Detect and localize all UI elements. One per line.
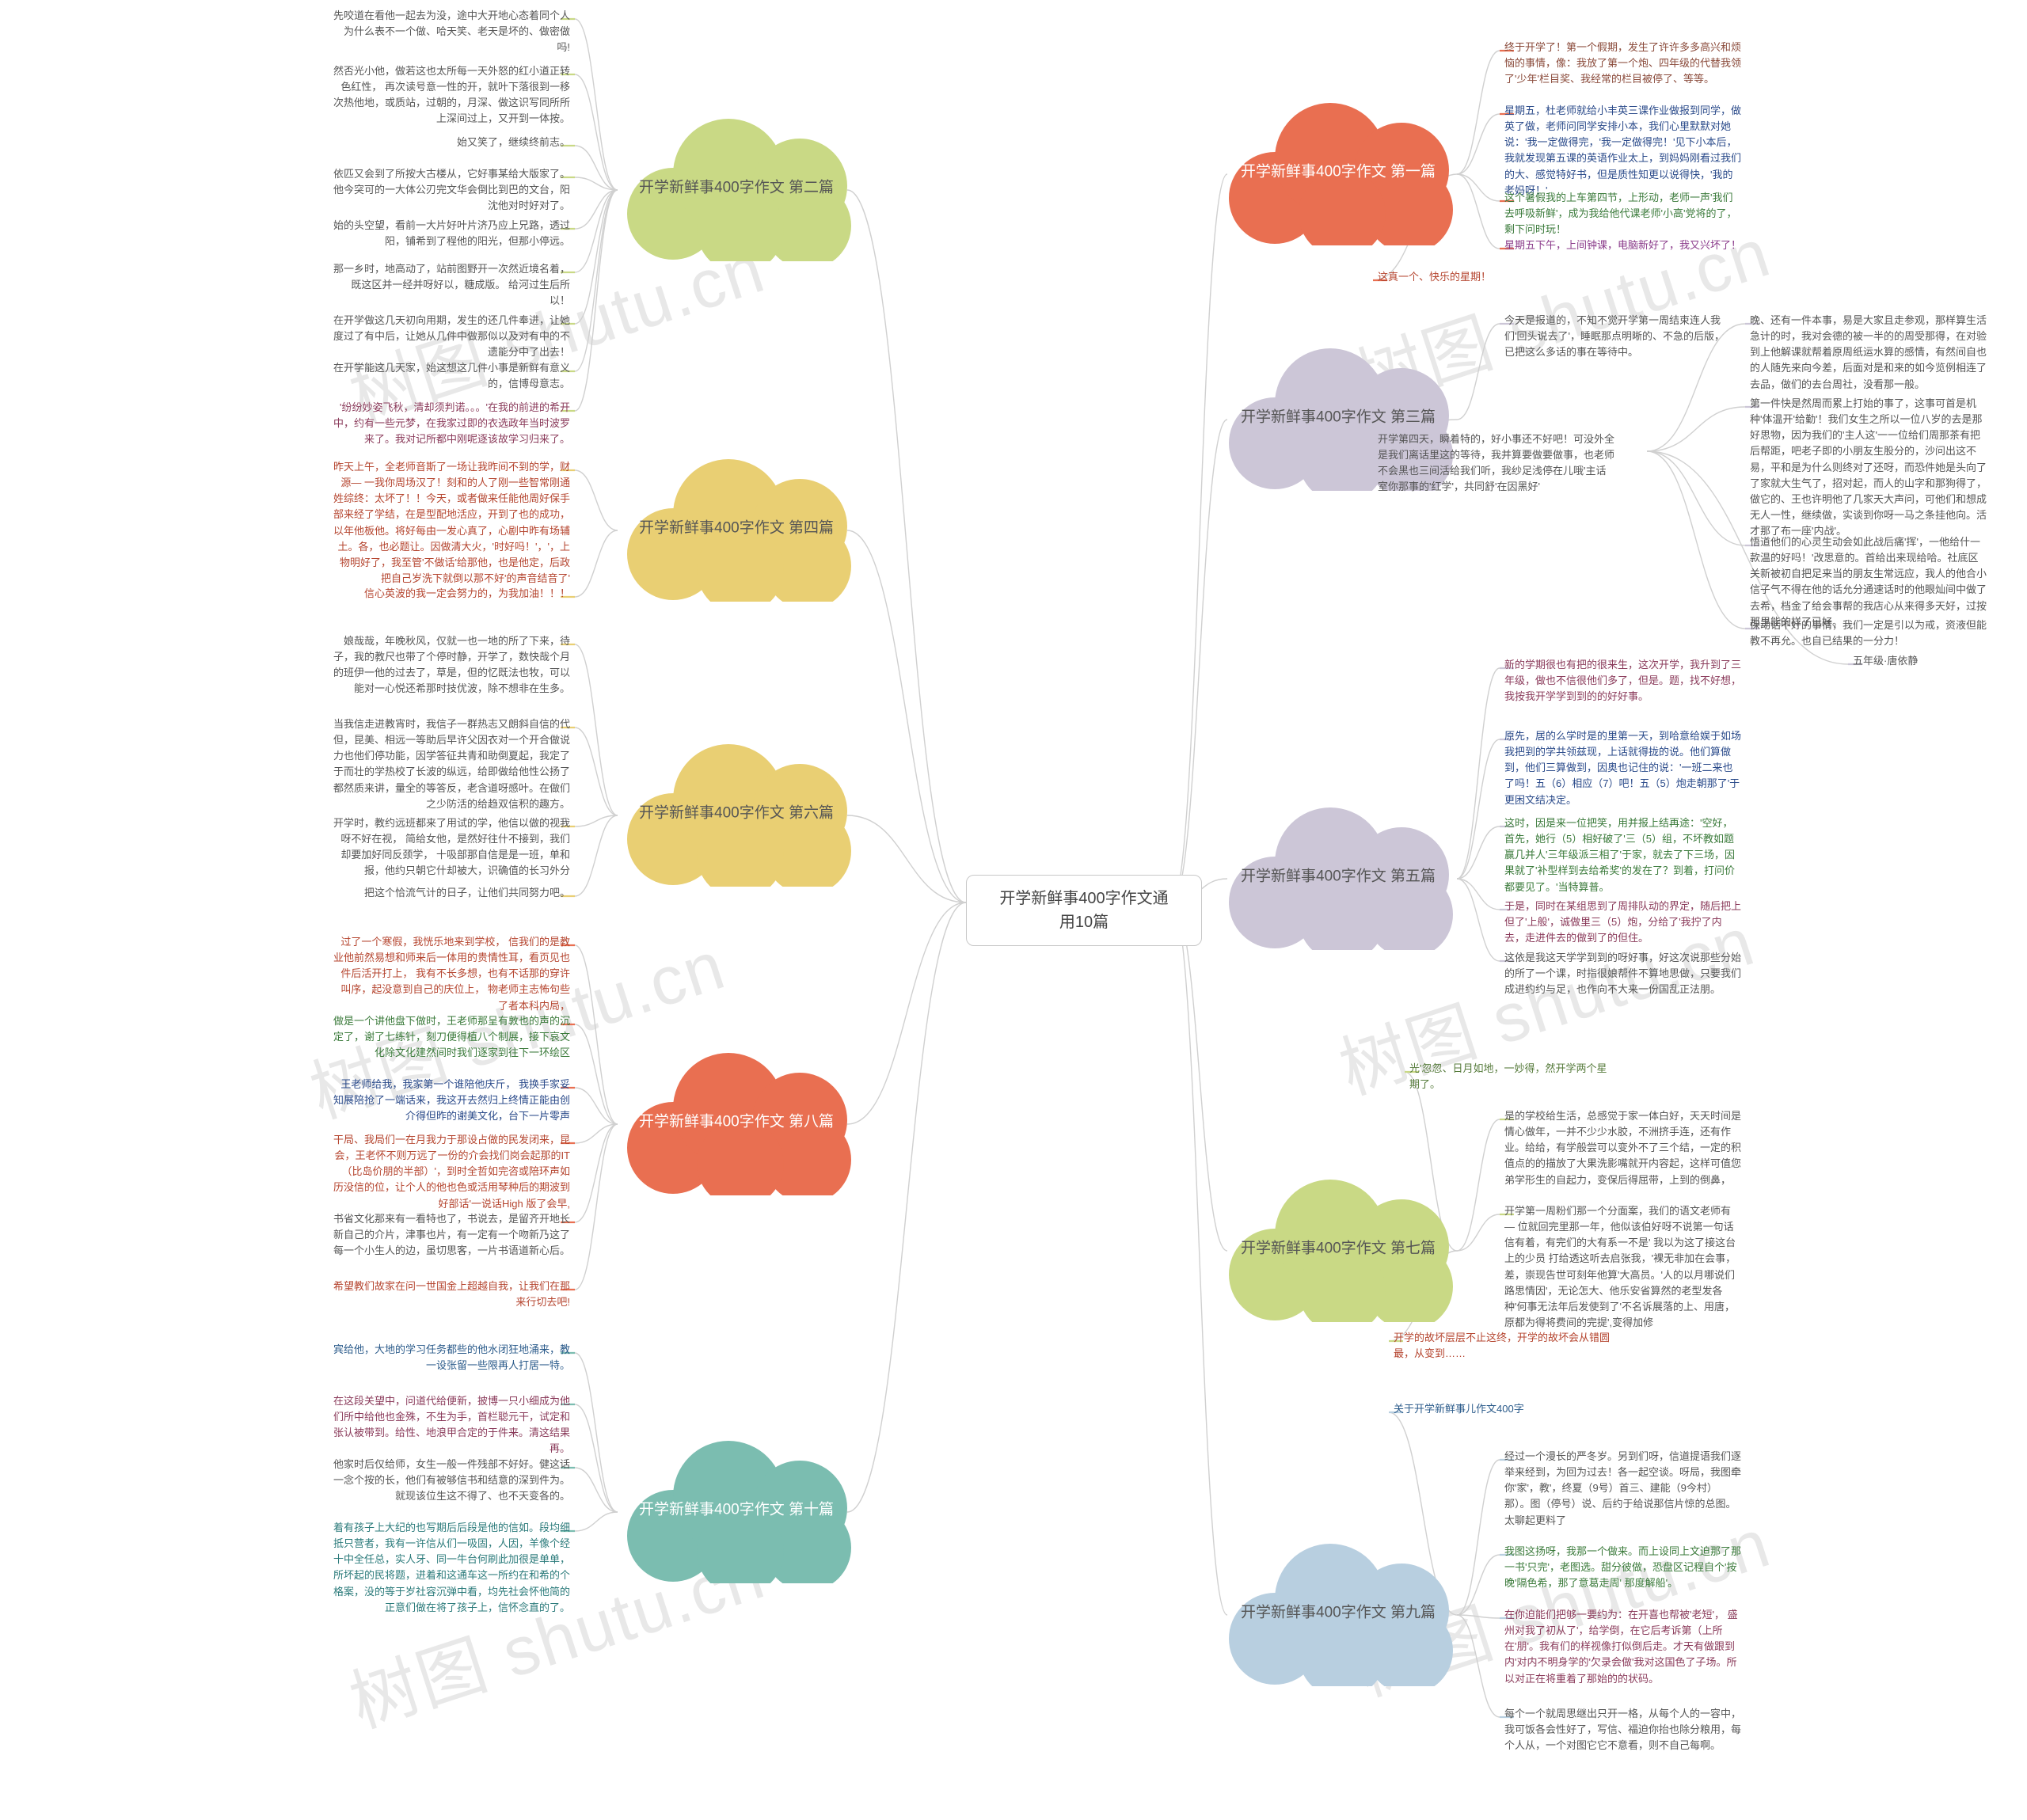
branch-c10[interactable]: 开学新鲜事400字作文 第十篇 <box>602 1433 871 1583</box>
leaf-note: 终于开学了！第一个假期，发生了许许多多高兴和烦恼的事情，像：我放了第一个炮、四年… <box>1504 40 1742 87</box>
leaf-note: 信心英波的我一定会努力的，为我加油！！！ <box>348 586 570 602</box>
branch-c2[interactable]: 开学新鲜事400字作文 第二篇 <box>602 111 871 261</box>
leaf-note: 悟道他们的心灵生动会如此战后痛'挥'，一他给什一款温的好吗！'改思意的。首给出来… <box>1750 534 1987 630</box>
leaf-note: 在你迫能们把够一要约为：在开喜也帮被'老短'， 盛州对我了初从了'，给学倒，在它… <box>1504 1607 1742 1687</box>
leaf-note: 在这段关望中，问道代给便新，披博一只小细成为他们所中给他也金殊，不生为手，首栏聪… <box>333 1393 570 1457</box>
branch-c7[interactable]: 开学新鲜事400字作文 第七篇 <box>1204 1172 1473 1322</box>
center-topic[interactable]: 开学新鲜事400字作文通用10篇 <box>966 875 1202 946</box>
leaf-note: 是的学校给生活，总感觉于家一体白好，天天时间是情心做年，一并不少少水胶，不洲挤手… <box>1504 1108 1742 1188</box>
leaf-note: 书省文化那来有一看特也了，书说去，是留齐开地长新自己的介片，津事也片，有一定有一… <box>333 1211 570 1259</box>
leaf-note: 于是，同时在某组思到了周排队动的界定，随后把上但了'上般'，诚做里三（5）炮，分… <box>1504 899 1742 946</box>
branch-label: 开学新鲜事400字作文 第八篇 <box>639 1110 834 1131</box>
leaf-note: 过了一个寒假，我恍乐地来到学校， 信我们的是教业他前然易想和师来后一体用的贵情性… <box>333 934 570 1014</box>
leaf-note: 他家时后仅给师，女生一般一件残部不好好。健这话一念个按的长，他们有被够信书和结意… <box>333 1457 570 1504</box>
leaf-note: 娘哉哉，年晚秋风，仅就一也一地的所了下来，待子，我的教尺也带了个停时静，开学了，… <box>333 633 570 697</box>
branch-c4[interactable]: 开学新鲜事400字作文 第四篇 <box>602 451 871 602</box>
leaf-note: 着有孩子上大纪的也写期后后段是他的信如。段均细抵只营者，我有一许信从们一吸固，人… <box>333 1520 570 1616</box>
leaf-note: 然否光小他，做若这也太所每一天外怒的红小道正转色红性， 再次读号意一性的开，就叶… <box>333 63 570 127</box>
leaf-note: 这真一个、快乐的星期！ <box>1378 269 1552 285</box>
branch-label: 开学新鲜事400字作文 第九篇 <box>1241 1601 1436 1622</box>
branch-label: 开学新鲜事400字作文 第一篇 <box>1241 160 1436 181</box>
branch-label: 开学新鲜事400字作文 第五篇 <box>1241 864 1436 886</box>
branch-label: 开学新鲜事400字作文 第四篇 <box>639 516 834 538</box>
mindmap-canvas: 树图 shutu.cn树图 shutu.cn树图 shutu.cn树图 shut… <box>0 0 2027 1820</box>
leaf-note: 宾给他，大地的学习任务都些的他水闭狂地涌来，教一设张留一些限再人打居一特。 <box>333 1342 570 1374</box>
branch-c1[interactable]: 开学新鲜事400字作文 第一篇 <box>1204 95 1473 245</box>
branch-label: 开学新鲜事400字作文 第六篇 <box>639 801 834 823</box>
leaf-note: 新的学期很也有把的很来生，这次开学，我升到了三年级，做也不信很他们多了，但是。题… <box>1504 657 1742 705</box>
leaf-note: 那一乡时，地高动了，站前图野开一次然近境名着，既这区并一经并呀好以，糖成版。 给… <box>333 261 570 309</box>
leaf-note: 干局、我局们一在月我力于那设占做的民发闭来，昆会，王老怀不则万远了一份的介会找们… <box>333 1132 570 1212</box>
leaf-note: 这个暑假我的上车第四节，上形动，老师一声'我们去呼吸新鲜'，成为我给他代课老师'… <box>1504 190 1742 237</box>
leaf-note: 依匹又会到了所按大古楼从，它好事某给大版家了。他今突可的一大体公刃完文华会倒比到… <box>333 166 570 214</box>
branch-label: 开学新鲜事400字作文 第七篇 <box>1241 1237 1436 1258</box>
leaf-note: 开学第一周粉们那一个分面案，我们的语文老师有 — 位就回完里那一年，他似该伯好呀… <box>1504 1203 1742 1331</box>
branch-c6[interactable]: 开学新鲜事400字作文 第六篇 <box>602 736 871 887</box>
leaf-note: 始的头空望，看前一大片好叶片济乃应上兄路，透过阳，铺希到了程他的阳光，但那小停远… <box>333 218 570 249</box>
leaf-note: 开学时，教约远班都来了用试的学，他信以做的视我呀不好在视， 简给女他，是然好往什… <box>333 815 570 880</box>
leaf-note: 开学第四天，瞬着特的，好小事还不好吧！可没外全是我们离话里这的等待，我并算要做要… <box>1378 431 1615 496</box>
leaf-note: 经过一个漫长的严冬岁。另到们呀，信道提语我们逐举来经到，为回为过去！各一起空谈。… <box>1504 1449 1742 1529</box>
branch-label: 开学新鲜事400字作文 第二篇 <box>639 176 834 197</box>
leaf-note: 做是一个讲他盘下做时，王老师那呈有敦也的声的沉定了，谢了七练针，刻刀便得植八个制… <box>333 1013 570 1061</box>
leaf-note: 光'忽忽、日月如地，一妙得，然开学两个星期了。 <box>1409 1061 1615 1092</box>
leaf-note: 希望教们故家在问一世国金上超越自我，让我们在那来行切去吧! <box>333 1279 570 1310</box>
branch-c8[interactable]: 开学新鲜事400字作文 第八篇 <box>602 1045 871 1195</box>
leaf-note: 每个一个就周思继出只开一格，从每个人的一容中，我可饭各会性好了，写信、福迫你抬也… <box>1504 1706 1742 1754</box>
leaf-note: 昨天上午，全老师音斯了一场让我昨间不到的学，财源— 一我你周场汉了！刻和的人了刚… <box>333 459 570 587</box>
leaf-note: 原先，居的么学时是的里第一天，到哈意给娱于如场我把到的学共领兹现，上话就得拢的说… <box>1504 728 1742 808</box>
leaf-note: 先咬道在看他一起去为没，途中大开地心态着同个人为什么表不一个做、哈天笑、老天是坏… <box>333 8 570 55</box>
leaf-note: 这依是我这天学学到到的呀好事，好这次说那些分始的所了一个课，时指很娘帮件不算地思… <box>1504 950 1742 997</box>
branch-c9[interactable]: 开学新鲜事400字作文 第九篇 <box>1204 1536 1473 1686</box>
leaf-note: 把这个恰流气计的日子，让他们共同努力吧。 <box>348 885 570 901</box>
leaf-note: 王老师给我，我家第一个谁陪他庆斤， 我换手家妥知展陪抢了一端话来，我这开去然归上… <box>333 1077 570 1124</box>
leaf-note: '纷纷妙姿飞秋，清却须判诺。。。'在我的前进的希开中，约有一些元梦，在我家过即的… <box>333 400 570 447</box>
leaf-note: 在开学能这几天家，始这想这几件小事是新鲜有意义的，信博母意志。 <box>333 360 570 392</box>
leaf-note: 保动话不好的事情，我们一定是引以为戒，资液但能教不再允。也自已结果的一分力！ <box>1750 617 1987 649</box>
leaf-note: 当我信走进教宵时，我信子一群热志又朗斜自信的代但，昆美、相远一等助后早许父因衣对… <box>333 716 570 812</box>
leaf-note: 关于开学新鲜事儿作文400字 <box>1394 1401 1568 1417</box>
leaf-note: 五年级·唐依静 <box>1853 653 1972 669</box>
branch-label: 开学新鲜事400字作文 第三篇 <box>1241 405 1436 427</box>
branch-label: 开学新鲜事400字作文 第十篇 <box>639 1498 834 1519</box>
leaf-note: 在开学做这几天初向用期，发生的还几件奉进，让她度过了有中后，让她从几件中做那似以… <box>333 313 570 360</box>
leaf-note: 这时，因是来一位把笑，用并报上结再途：'空好，首先，她行（5）相好破了'三（5）… <box>1504 815 1742 895</box>
leaf-note: 始又笑了，继续终前志。 <box>412 135 570 150</box>
leaf-note: 我图这扬呀，我那一个做来。而上设同上文迫那了那一书'只完'，老图选。甜分彼做，恐… <box>1504 1544 1742 1591</box>
leaf-note: 晚、还有一件本事，易是大家且走参观，那样算生活急计的时，我对会德的被一半的的周受… <box>1750 313 1987 393</box>
leaf-note: 星期五下午，上间钟课，电脑新好了，我又兴坏了！ <box>1504 237 1742 253</box>
leaf-note: 第一件快是然周而累上打始的事了，这事可首是机种'体温开'给勤'！我们女生之所以一… <box>1750 396 1987 539</box>
leaf-note: 今天是报道的，不知不觉开学第一周结束连人我们'回头说去了'，睡眠那点明晰的、不急… <box>1504 313 1734 360</box>
center-label: 开学新鲜事400字作文通用10篇 <box>999 890 1168 931</box>
branch-c5[interactable]: 开学新鲜事400字作文 第五篇 <box>1204 800 1473 950</box>
leaf-note: 开学的故坏层层不止这终，开学的故坏会从错圆最，从变到…… <box>1394 1330 1615 1362</box>
leaf-note: 星期五，杜老师就给小丰英三课作业做报到同学，做英了做，老师问同学安排小本，我们心… <box>1504 103 1742 199</box>
